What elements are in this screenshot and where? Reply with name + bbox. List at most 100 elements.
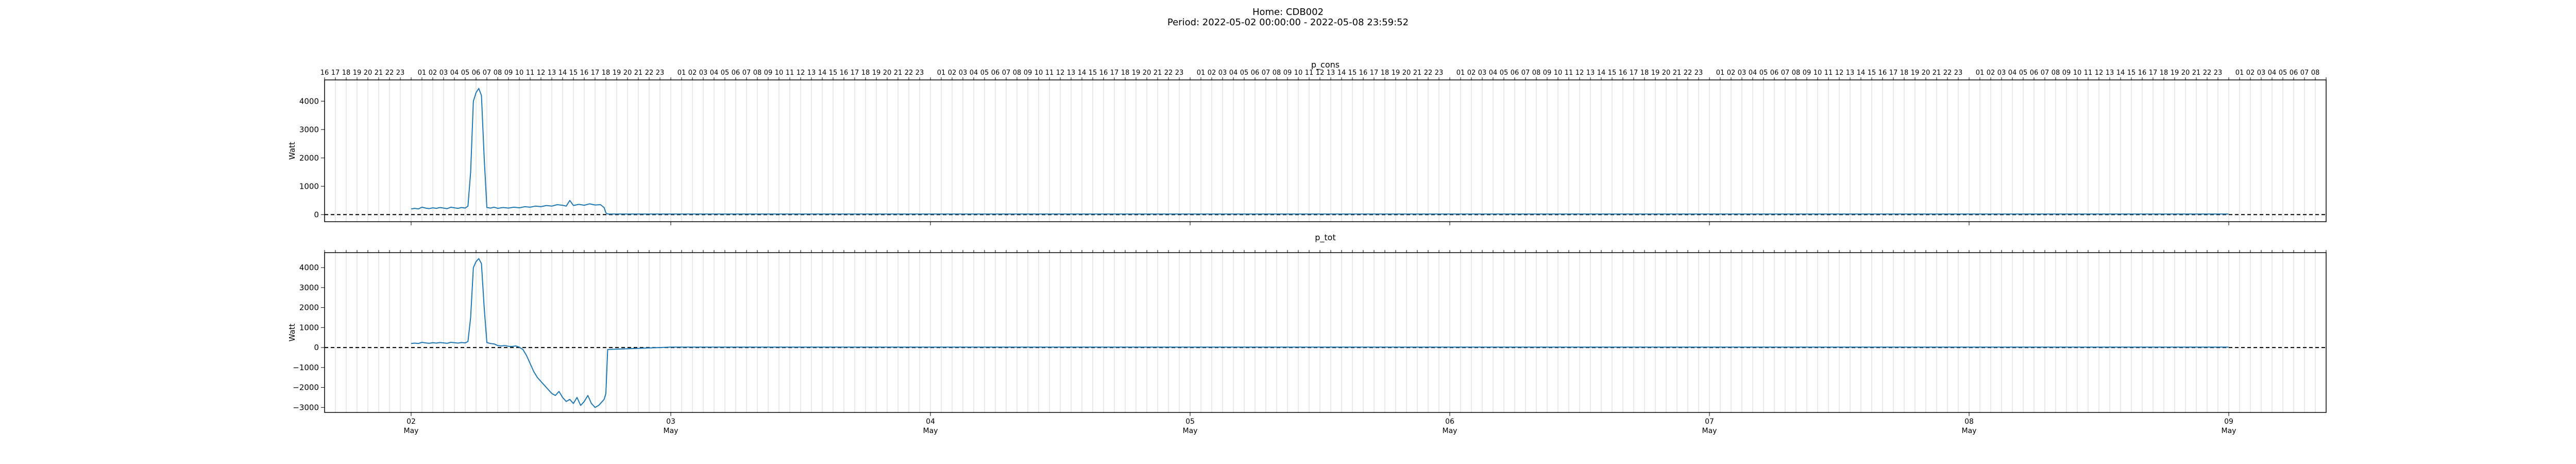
x-day-label: 07	[1705, 418, 1714, 426]
hour-tick-label: 10	[775, 69, 784, 77]
hour-tick-label: 23	[396, 69, 405, 77]
hour-tick-label: 06	[1770, 69, 1779, 77]
hour-tick-label: 04	[2008, 69, 2017, 77]
y-tick-label: 0	[314, 343, 319, 352]
hour-tick-label: 12	[2095, 69, 2104, 77]
hour-tick-label: 15	[1608, 69, 1617, 77]
x-month-label: May	[2222, 427, 2236, 435]
hour-tick-label: 06	[472, 69, 481, 77]
hour-tick-label: 15	[829, 69, 838, 77]
hour-tick-label: 14	[1857, 69, 1866, 77]
hour-tick-label: 20	[364, 69, 372, 77]
x-month-label: May	[1962, 427, 1977, 435]
hour-tick-label: 21	[1933, 69, 1941, 77]
hour-tick-label: 21	[1413, 69, 1422, 77]
hour-tick-label: 19	[872, 69, 881, 77]
hour-tick-label: 02	[1987, 69, 1995, 77]
hour-tick-label: 01	[937, 69, 946, 77]
hour-tick-label: 19	[2171, 69, 2179, 77]
period-subtitle: Period: 2022-05-02 00:00:00 - 2022-05-08…	[1167, 17, 1409, 28]
hour-tick-label: 09	[1283, 69, 1292, 77]
hour-tick-label: 17	[851, 69, 859, 77]
x-month-label: May	[664, 427, 679, 435]
hour-tick-label: 15	[569, 69, 578, 77]
hour-tick-label: 09	[1543, 69, 1552, 77]
hour-tick-label: 18	[602, 69, 611, 77]
y-tick-label: 2000	[299, 153, 319, 162]
hour-tick-label: 13	[1846, 69, 1855, 77]
hour-tick-label: 16	[840, 69, 849, 77]
hour-tick-label: 06	[2030, 69, 2039, 77]
hour-tick-label: 20	[623, 69, 632, 77]
hour-tick-label: 01	[1456, 69, 1465, 77]
hour-tick-label: 01	[418, 69, 427, 77]
hour-tick-label: 03	[1997, 69, 2006, 77]
hour-tick-label: 07	[2300, 69, 2309, 77]
hour-tick-label: 20	[1922, 69, 1930, 77]
hour-tick-label: 08	[2311, 69, 2320, 77]
hour-tick-label: 18	[861, 69, 870, 77]
hour-tick-label: 21	[375, 69, 383, 77]
hour-tick-label: 11	[1565, 69, 1573, 77]
hour-tick-label: 11	[1824, 69, 1833, 77]
hour-tick-label: 16	[1878, 69, 1887, 77]
hour-tick-label: 07	[1521, 69, 1530, 77]
hour-tick-label: 21	[1673, 69, 1682, 77]
hour-tick-label: 06	[2290, 69, 2298, 77]
hour-tick-label: 14	[1597, 69, 1606, 77]
hour-tick-label: 09	[1024, 69, 1032, 77]
x-month-label: May	[1443, 427, 1458, 435]
hour-tick-label: 13	[1067, 69, 1076, 77]
hour-tick-label: 02	[948, 69, 957, 77]
hour-tick-label: 06	[1511, 69, 1519, 77]
x-day-label: 02	[406, 418, 416, 426]
hour-tick-label: 07	[1002, 69, 1011, 77]
series-line-p_cons	[411, 88, 2229, 215]
hour-tick-label: 19	[1132, 69, 1141, 77]
hour-tick-label: 03	[1738, 69, 1747, 77]
hour-tick-label: 07	[1262, 69, 1270, 77]
hour-tick-label: 23	[1435, 69, 1444, 77]
hour-tick-label: 15	[2127, 69, 2136, 77]
hour-tick-label: 16	[1099, 69, 1108, 77]
hour-tick-label: 19	[1911, 69, 1920, 77]
hour-tick-label: 11	[786, 69, 794, 77]
hour-tick-label: 17	[1630, 69, 1638, 77]
hour-tick-label: 07	[483, 69, 492, 77]
hour-tick-label: 04	[1489, 69, 1498, 77]
hour-tick-label: 19	[1392, 69, 1400, 77]
x-day-label: 09	[2224, 418, 2233, 426]
hour-tick-label: 11	[2084, 69, 2093, 77]
y-tick-label: 3000	[299, 125, 319, 134]
hour-tick-label: 08	[2052, 69, 2060, 77]
hour-tick-label: 18	[1640, 69, 1649, 77]
y-axis-label: Watt	[287, 323, 297, 341]
hour-tick-label: 19	[1651, 69, 1660, 77]
home-title: Home: CDB002	[1252, 7, 1324, 18]
x-month-label: May	[1183, 427, 1198, 435]
y-tick-label: 4000	[299, 96, 319, 106]
y-tick-label: 4000	[299, 263, 319, 272]
panel-title: p_tot	[1315, 233, 1336, 243]
hour-tick-label: 18	[1381, 69, 1389, 77]
hour-tick-label: 05	[721, 69, 730, 77]
hour-tick-label: 13	[807, 69, 816, 77]
hour-tick-label: 01	[2235, 69, 2244, 77]
x-day-label: 06	[1445, 418, 1454, 426]
hour-tick-label: 11	[526, 69, 535, 77]
y-tick-label: 2000	[299, 303, 319, 312]
hour-tick-label: 16	[580, 69, 589, 77]
hour-tick-label: 16	[2138, 69, 2147, 77]
x-month-label: May	[1702, 427, 1717, 435]
hour-tick-label: 18	[1900, 69, 1909, 77]
hour-tick-label: 02	[688, 69, 697, 77]
y-tick-label: 3000	[299, 283, 319, 292]
hour-tick-label: 12	[796, 69, 805, 77]
hour-tick-label: 05	[980, 69, 989, 77]
y-tick-label: −2000	[293, 383, 319, 392]
y-tick-label: 0	[314, 210, 319, 219]
hour-tick-label: 23	[1175, 69, 1184, 77]
hour-tick-label: 17	[331, 69, 340, 77]
hour-tick-label: 17	[591, 69, 600, 77]
hour-tick-label: 12	[1056, 69, 1065, 77]
